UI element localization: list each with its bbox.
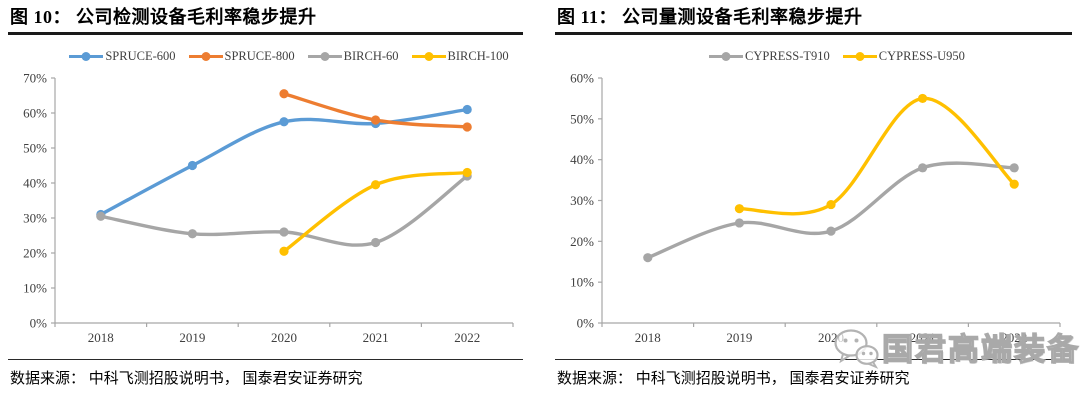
data-point-marker bbox=[826, 199, 836, 210]
data-point-marker bbox=[462, 104, 472, 115]
x-axis-tick-label: 2018 bbox=[635, 330, 661, 345]
data-point-marker bbox=[734, 204, 744, 214]
figure-10-chart: SPRUCE-600 SPRUCE-800 BIRCH-60 BIRCH-100 0%… bbox=[8, 48, 523, 357]
data-point-marker bbox=[279, 246, 289, 256]
y-axis-tick-label: 40% bbox=[570, 152, 594, 167]
legend-item-spruce-600: SPRUCE-600 bbox=[69, 48, 176, 64]
y-axis-tick-label: 50% bbox=[570, 111, 594, 126]
data-point-marker bbox=[1009, 163, 1019, 173]
legend-item-birch-100: BIRCH-100 bbox=[411, 48, 509, 64]
data-point-marker bbox=[462, 122, 472, 132]
y-axis-tick-label: 60% bbox=[23, 106, 47, 121]
data-point-marker bbox=[1009, 179, 1019, 189]
y-axis-tick-label: 10% bbox=[23, 281, 47, 296]
report-figures-row: 图 10： 公司检测设备毛利率稳步提升 SPRUCE-600 SPRUCE-800… bbox=[8, 0, 1079, 388]
x-axis-tick-label: 2021 bbox=[910, 330, 936, 345]
x-axis-tick-label: 2022 bbox=[1001, 330, 1027, 345]
data-point-marker bbox=[279, 117, 289, 127]
figure-10-title: 图 10： 公司检测设备毛利率稳步提升 bbox=[8, 0, 523, 35]
legend-marker bbox=[709, 51, 744, 61]
series-line-cypress-t910 bbox=[646, 161, 1016, 260]
y-axis-tick-label: 40% bbox=[23, 176, 47, 191]
y-axis-tick-label: 10% bbox=[570, 275, 594, 290]
figure-11-panel: 图 11： 公司量测设备毛利率稳步提升 CYPRESS-T910 CYPRESS-… bbox=[555, 0, 1079, 388]
data-point-marker bbox=[279, 227, 289, 237]
gross-margin-line-chart: 0% 10% 20% 30% 40% 50% 60% 2018 2019 2020 2021 2022 bbox=[570, 71, 1061, 345]
x-axis-tick-label: 2021 bbox=[363, 330, 389, 345]
figure-10-source-note: 数据来源： 中科飞测招股说明书， 国泰君安证券研究 bbox=[8, 359, 523, 388]
gross-margin-line-chart: 0% 10% 20% 30% 40% 50% 60% 70% 2018 2019 2020 2021 2… bbox=[23, 71, 514, 345]
y-axis-tick-label: 70% bbox=[23, 71, 47, 86]
data-point-marker bbox=[371, 115, 381, 125]
y-axis-tick-label: 30% bbox=[23, 211, 47, 226]
y-axis-tick-label: 60% bbox=[570, 71, 594, 86]
legend-marker bbox=[842, 51, 877, 61]
legend-marker bbox=[411, 51, 446, 61]
legend-item-cypress-t910: CYPRESS-T910 bbox=[709, 49, 830, 64]
figure-10-panel: 图 10： 公司检测设备毛利率稳步提升 SPRUCE-600 SPRUCE-800… bbox=[8, 0, 523, 388]
x-axis-tick-label: 2019 bbox=[726, 330, 752, 345]
data-point-marker bbox=[96, 211, 106, 221]
legend-marker bbox=[69, 51, 104, 61]
y-axis-tick-label: 30% bbox=[570, 193, 594, 208]
data-point-marker bbox=[187, 229, 197, 239]
data-point-marker bbox=[279, 89, 289, 99]
legend-item-spruce-800: SPRUCE-800 bbox=[188, 48, 295, 64]
data-point-marker bbox=[734, 218, 744, 228]
data-point-marker bbox=[371, 180, 381, 190]
y-axis-tick-label: 20% bbox=[23, 246, 47, 261]
y-axis-tick-label: 50% bbox=[23, 141, 47, 156]
y-axis-tick-label: 0% bbox=[577, 316, 595, 331]
y-axis-tick-label: 0% bbox=[30, 316, 48, 331]
x-axis-tick-label: 2019 bbox=[179, 330, 205, 345]
figure-11-title: 图 11： 公司量测设备毛利率稳步提升 bbox=[555, 0, 1072, 35]
legend-label: CYPRESS-T910 bbox=[745, 48, 830, 63]
legend-item-cypress-u950: CYPRESS-U950 bbox=[842, 48, 965, 64]
data-point-marker bbox=[918, 163, 928, 173]
figure-11-chart: CYPRESS-T910 CYPRESS-U950 0% 10% 20% 30% 40% 5… bbox=[555, 48, 1072, 357]
x-axis-tick-label: 2022 bbox=[454, 330, 480, 345]
x-axis-tick-label: 2018 bbox=[88, 330, 114, 345]
data-point-marker bbox=[462, 167, 472, 178]
figure-10-legend: SPRUCE-600 SPRUCE-800 BIRCH-60 BIRCH-100 bbox=[55, 48, 523, 64]
data-point-marker bbox=[643, 253, 653, 263]
x-axis-tick-label: 2020 bbox=[818, 330, 844, 345]
figure-11-source-note: 数据来源： 中科飞测招股说明书， 国泰君安证券研究 bbox=[555, 359, 1072, 388]
data-point-marker bbox=[918, 93, 928, 104]
data-point-marker bbox=[371, 237, 381, 248]
data-point-marker bbox=[187, 160, 197, 171]
data-point-marker bbox=[826, 226, 836, 236]
legend-marker bbox=[188, 51, 223, 61]
y-axis-tick-label: 20% bbox=[570, 234, 594, 249]
legend-marker bbox=[307, 51, 342, 61]
x-axis-tick-label: 2020 bbox=[271, 330, 297, 345]
legend-label: BIRCH-60 bbox=[343, 48, 399, 63]
legend-label: SPRUCE-800 bbox=[224, 48, 295, 63]
legend-label: BIRCH-100 bbox=[447, 48, 509, 63]
figure-11-legend: CYPRESS-T910 CYPRESS-U950 bbox=[602, 48, 1072, 64]
legend-label: CYPRESS-U950 bbox=[878, 48, 965, 63]
legend-item-birch-60: BIRCH-60 bbox=[307, 48, 399, 64]
series-line-cypress-u950 bbox=[737, 96, 1016, 216]
legend-label: SPRUCE-600 bbox=[105, 48, 176, 63]
